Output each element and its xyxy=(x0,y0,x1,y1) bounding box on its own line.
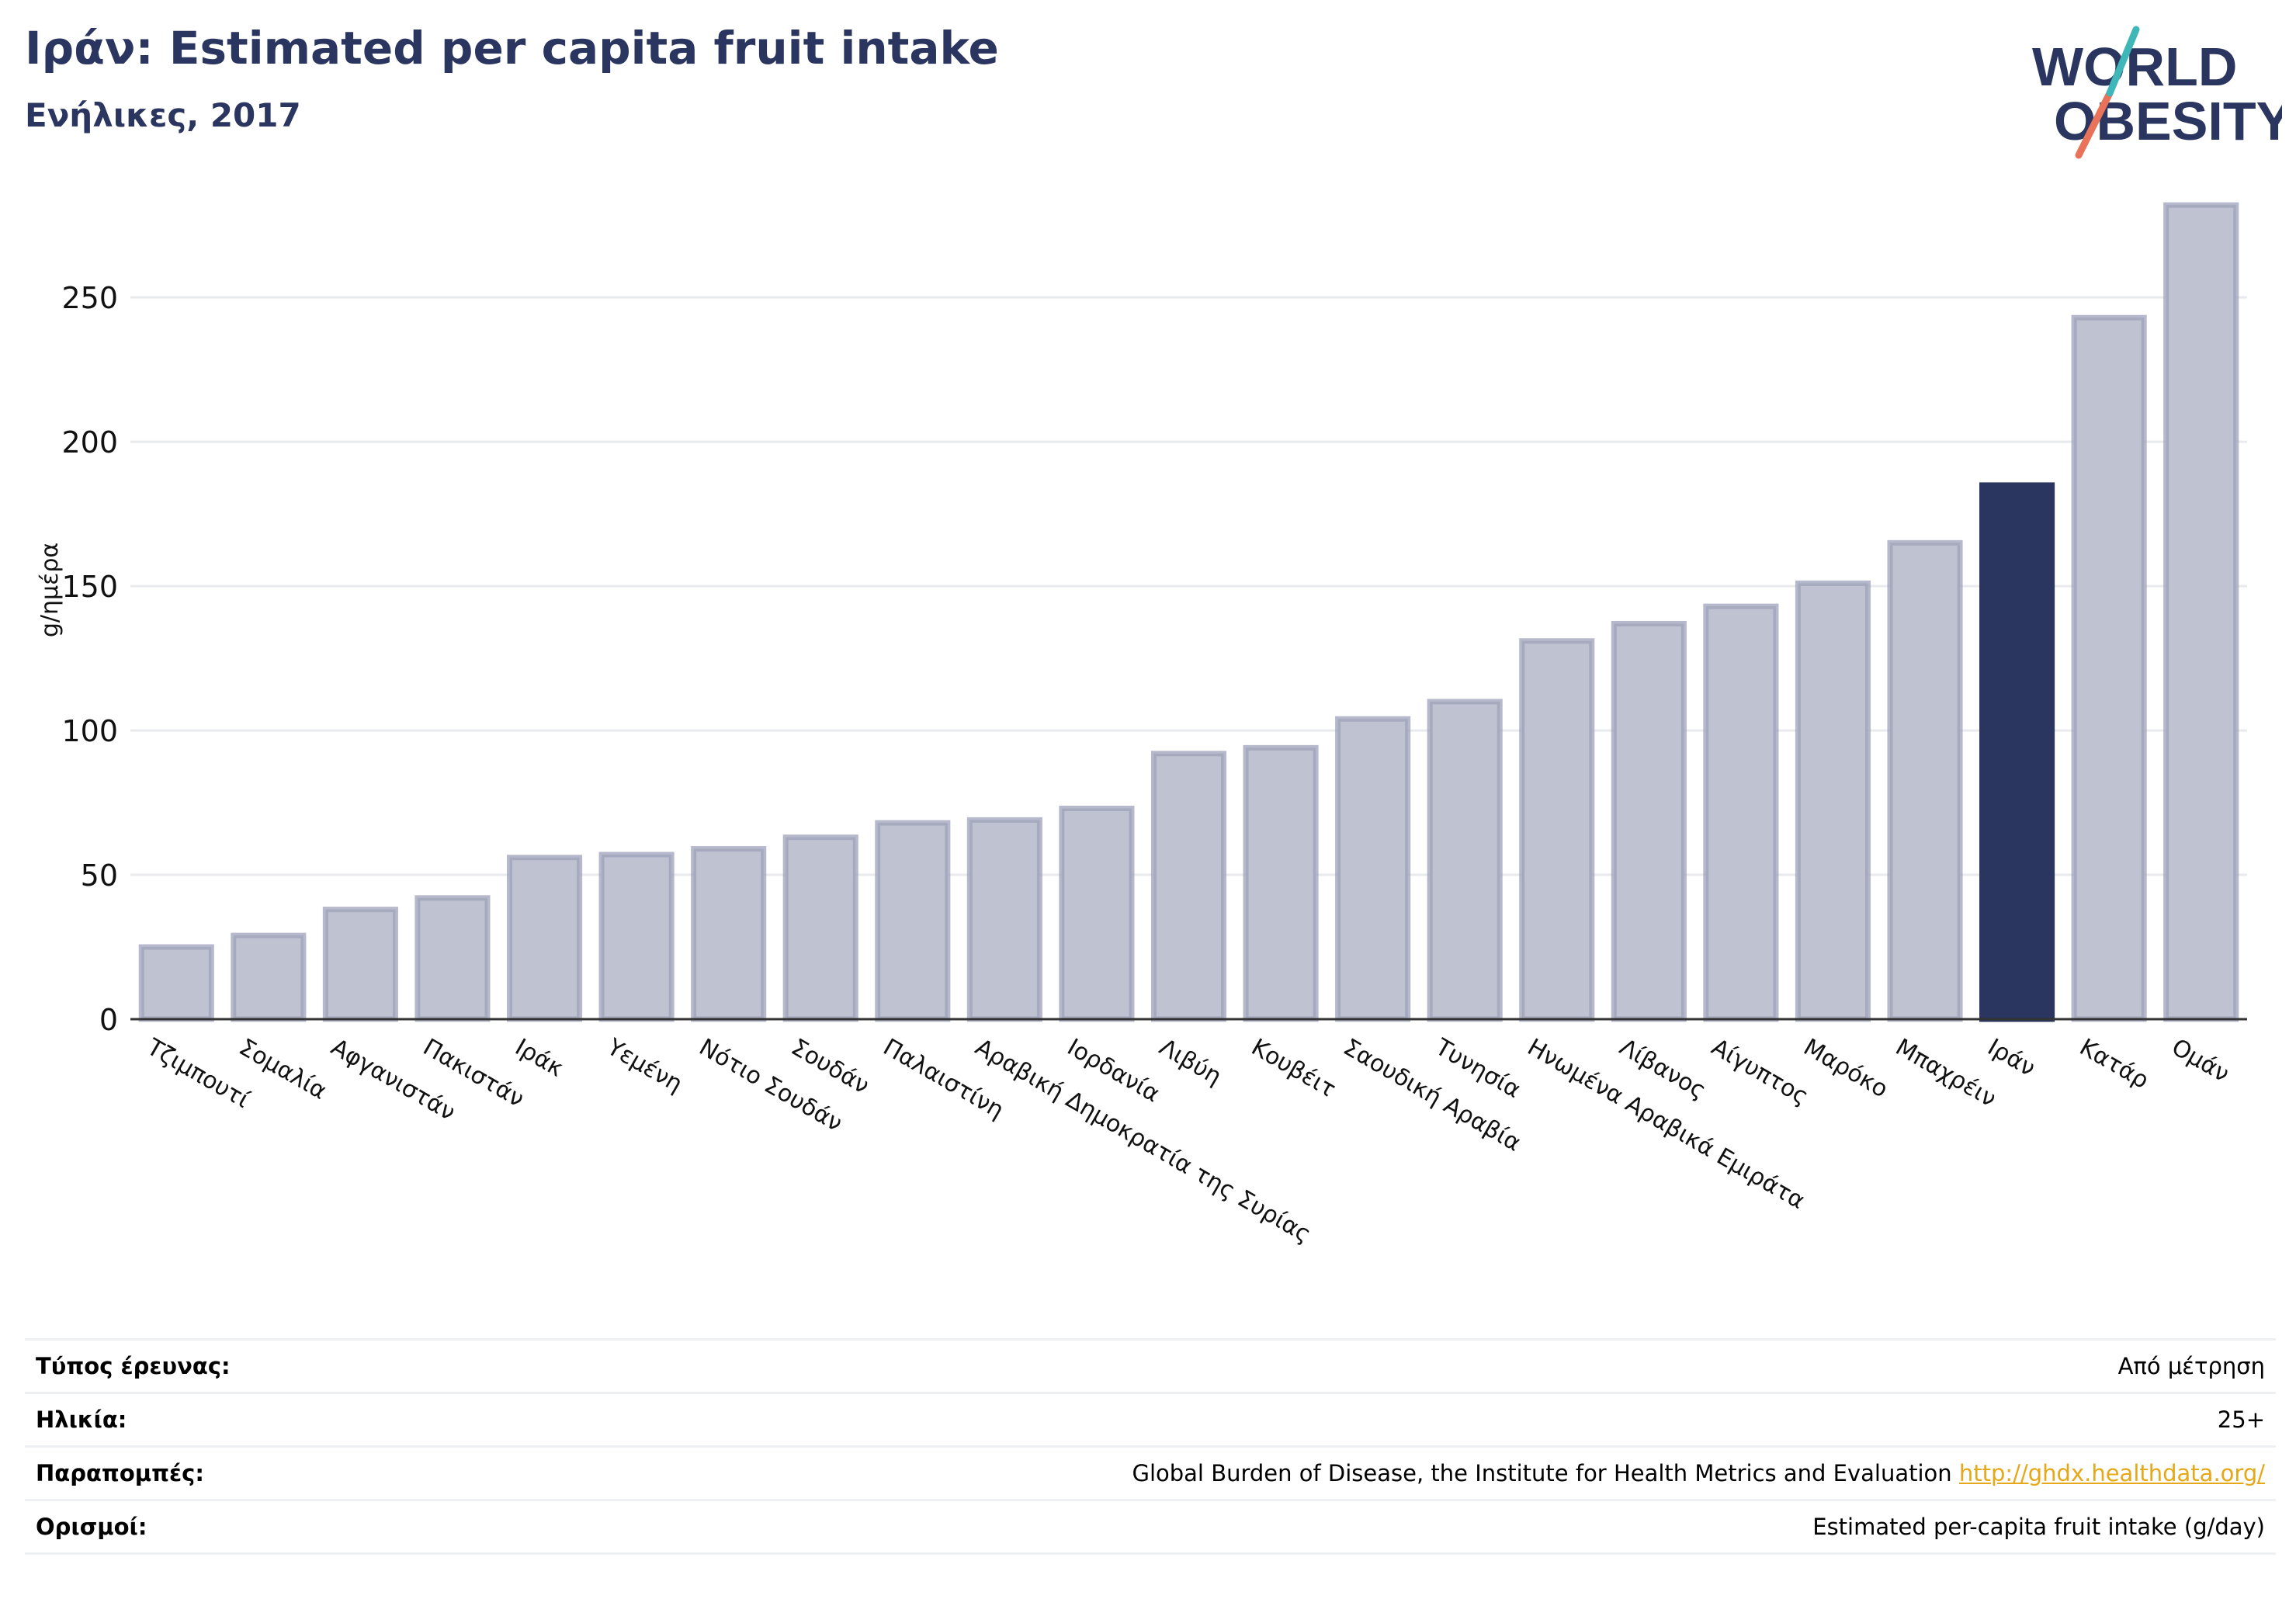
meta-label: Τύπος έρευνας: xyxy=(36,1353,231,1379)
meta-label: Ορισμοί: xyxy=(36,1514,147,1540)
x-tick-label: Μπαχρέιν xyxy=(1891,1034,2001,1113)
bars xyxy=(138,202,2239,1022)
bar-7 xyxy=(691,846,767,1022)
bar-5 xyxy=(506,855,583,1022)
meta-value: 25+ xyxy=(2217,1406,2265,1433)
bar-11 xyxy=(1059,805,1135,1022)
y-tick-label: 200 xyxy=(61,425,118,460)
bar-23 xyxy=(2163,202,2239,1022)
meta-row-survey-type: Τύπος έρευνας: Από μέτρηση xyxy=(25,1341,2276,1394)
logo-slash-red xyxy=(2075,89,2114,159)
bar-2 xyxy=(231,932,307,1022)
chart-subtitle: Ενήλικες, 2017 xyxy=(25,96,301,134)
meta-row-references: Παραπομπές: Global Burden of Disease, th… xyxy=(25,1448,2276,1501)
bar-1 xyxy=(138,944,214,1022)
bar-chart: 0 50 100 150 200 250 ΤζιμπουτίΣομαλίαΑφγανιστ… xyxy=(36,202,2247,1248)
y-tick-label: 50 xyxy=(81,858,118,893)
x-tick-label: Τζιμπουτί xyxy=(141,1033,254,1114)
bar-4 xyxy=(414,895,491,1022)
x-tick-label: Κατάρ xyxy=(2075,1034,2153,1094)
meta-value: Global Burden of Disease, the Institute … xyxy=(1132,1460,2265,1486)
bar-15 xyxy=(1427,699,1503,1022)
bar-8 xyxy=(782,834,858,1022)
x-tick-label: Υεμένη xyxy=(602,1033,687,1098)
reference-text: Global Burden of Disease, the Institute … xyxy=(1132,1460,1959,1486)
bar-10 xyxy=(966,817,1042,1022)
x-tick-label: Λιβύη xyxy=(1155,1034,1226,1091)
x-tick-label: Κουβέιτ xyxy=(1247,1034,1340,1104)
bar-3 xyxy=(322,907,398,1022)
bar-16 xyxy=(1519,638,1595,1022)
bar-20 xyxy=(1887,539,1963,1022)
bar-14 xyxy=(1335,716,1411,1022)
meta-row-age: Ηλικία: 25+ xyxy=(25,1394,2276,1448)
x-tick-label: Ομάν xyxy=(2167,1034,2234,1088)
bar-9 xyxy=(875,820,951,1022)
bar-22 xyxy=(2071,314,2147,1022)
bar-19 xyxy=(1795,580,1871,1022)
world-obesity-logo: WORLD OBESITY xyxy=(2032,26,2282,159)
bar-13 xyxy=(1243,744,1319,1022)
meta-row-definitions: Ορισμοί: Estimated per-capita fruit inta… xyxy=(25,1501,2276,1555)
y-axis-label: g/ημέρα xyxy=(36,543,64,637)
bar-6 xyxy=(598,852,675,1022)
x-tick-label: Ιράκ xyxy=(511,1034,568,1083)
x-tick-label: Αίγυπτος xyxy=(1707,1034,1813,1111)
chart-title: Ιράν: Estimated per capita fruit intake xyxy=(25,22,999,75)
bar-12 xyxy=(1150,751,1227,1022)
y-tick-label: 100 xyxy=(61,714,118,748)
metadata-table: Τύπος έρευνας: Από μέτρηση Ηλικία: 25+ Π… xyxy=(25,1338,2276,1555)
meta-value: Estimated per-capita fruit intake (g/day… xyxy=(1812,1514,2265,1540)
y-tick-label: 0 xyxy=(99,1003,118,1037)
logo-slash-teal xyxy=(2106,26,2140,97)
bar-21 xyxy=(1979,482,2055,1022)
y-tick-labels: 0 50 100 150 200 250 xyxy=(61,281,118,1037)
x-tick-label: Μαρόκο xyxy=(1798,1034,1892,1104)
meta-label: Παραπομπές: xyxy=(36,1460,204,1486)
bar-18 xyxy=(1703,603,1779,1022)
x-tick-label: Ιράν xyxy=(1983,1034,2040,1083)
logo-text-line1: WORLD xyxy=(2032,36,2237,97)
meta-label: Ηλικία: xyxy=(36,1406,127,1433)
y-tick-label: 250 xyxy=(61,281,118,315)
y-tick-label: 150 xyxy=(61,570,118,604)
bar-17 xyxy=(1611,620,1687,1022)
meta-value: Από μέτρηση xyxy=(2117,1353,2265,1379)
reference-link[interactable]: http://ghdx.healthdata.org/ xyxy=(1958,1460,2265,1486)
